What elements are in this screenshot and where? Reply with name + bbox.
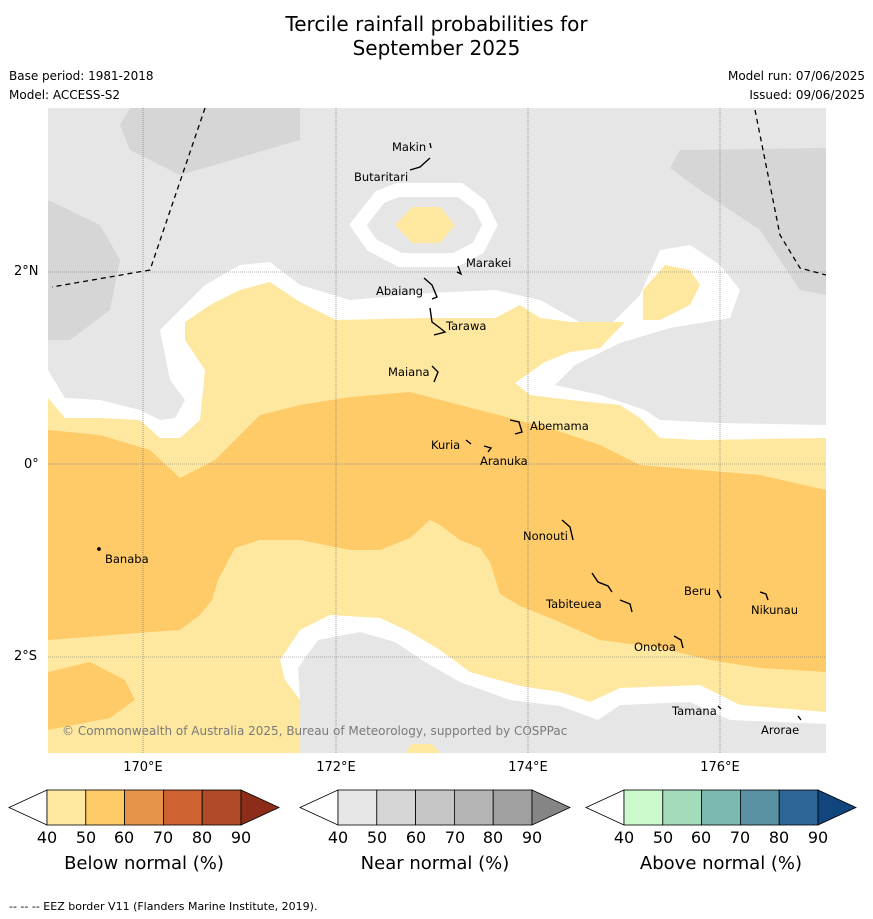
place-labels: Makin Butaritari Marakei Abaiang Tarawa … [105,140,799,737]
colorbar-tick: 90 [807,828,829,847]
near-normal-south [298,632,826,753]
place-label: Nikunau [751,603,798,617]
below-normal-50-60 [48,392,826,672]
below-normal-40-50-south [405,744,440,753]
place-label: Kuria [431,438,460,452]
lat-label-equator: 0° [24,457,39,472]
colorbar-tick: 60 [690,828,712,847]
meta-right: Model run: 07/06/2025 Issued: 09/06/2025 [728,69,865,107]
colorbar-segment [124,789,164,826]
colorbar-segment [701,789,741,826]
eez-legend-footer: -- -- -- EEZ border V11 (Flanders Marine… [9,900,318,913]
title-line-2: September 2025 [352,36,521,60]
near-normal-patch-3 [670,148,826,295]
colorbar-segment [662,789,702,826]
place-label: Abemama [530,419,589,433]
colorbar-tick: 60 [405,828,427,847]
colorbar-segment [778,789,819,826]
colorbar-segment [453,789,494,826]
place-label: Tabiteuea [545,597,602,611]
colorbar-tick: 50 [75,828,97,847]
colorbar-segment [415,789,455,826]
model-run: Model run: 07/06/2025 [727,69,865,83]
map-area: Makin Butaritari Marakei Abaiang Tarawa … [48,108,826,753]
colorbar-segment [740,789,780,826]
colorbar-title-below: Below normal (%) [64,853,224,874]
colorbar-extend-high [240,789,280,826]
map-title: Tercile rainfall probabilities for Septe… [0,12,873,60]
below-normal-40-50-north [395,207,455,243]
colorbar-tick: 80 [482,828,504,847]
place-label: Aranuka [480,454,528,468]
probability-map: Makin Butaritari Marakei Abaiang Tarawa … [8,108,857,826]
below-normal-50-60-southwest [48,662,135,730]
lat-label-2s: 2°S [14,649,38,664]
colorbar-tick: 70 [152,828,174,847]
colorbar-tick: 40 [36,828,58,847]
near-normal-patch-1 [120,108,300,175]
colorbar-extend-low [585,789,625,826]
colorbar-tick: 50 [652,828,674,847]
colorbar-below-normal [8,789,280,826]
colorbar-tick: 90 [521,828,543,847]
colorbar-tick: 70 [729,828,751,847]
copyright-notice: © Commonwealth of Australia 2025, Bureau… [62,724,568,738]
lon-label-172e: 172°E [316,760,356,775]
place-label: Tamana [671,704,717,718]
model-name: Model: ACCESS-S2 [9,88,121,102]
place-label: Beru [684,584,711,598]
place-label: Banaba [105,552,149,566]
base-period: Base period: 1981-2018 [9,69,154,83]
colorbar-segment [492,789,533,826]
colorbar-segment [162,789,203,826]
place-label: Onotoa [634,640,676,654]
place-label: Makin [392,140,426,154]
gridlines [48,108,826,753]
place-label: Maiana [388,365,430,379]
colorbar-tick: 40 [327,828,349,847]
colorbar-tick: 90 [230,828,252,847]
place-label: Marakei [466,256,511,270]
colorbar-above-normal [585,789,857,826]
title-line-1: Tercile rainfall probabilities for [285,12,588,36]
north-blob-rim [349,183,498,267]
colorbar-near-normal [299,789,571,826]
place-label: Tarawa [445,319,486,333]
place-label: Abaiang [376,284,423,298]
place-label: Arorae [761,723,799,737]
meta-left: Base period: 1981-2018 Model: ACCESS-S2 [9,69,154,107]
colorbar-segment [201,789,242,826]
colorbar-segment [623,789,664,826]
lat-label-2n: 2°N [14,264,39,279]
colorbar-extend-high [531,789,571,826]
colorbar-title-above: Above normal (%) [639,853,803,874]
below-normal-40-50-east [643,265,700,320]
colorbar-segment [337,789,378,826]
colorbar-tick: 60 [113,828,135,847]
colorbar-tick: 70 [444,828,466,847]
colorbars [8,789,857,826]
colorbar-segment [46,789,87,826]
islands [97,142,802,721]
colorbar-title-near: Near normal (%) [360,853,510,874]
eez-border [51,108,826,288]
place-label: Butaritari [354,170,408,184]
issued-date: Issued: 09/06/2025 [749,88,865,102]
place-label: Nonouti [523,529,568,543]
colorbar-tick: 50 [366,828,388,847]
colorbar-tick: 40 [613,828,635,847]
colorbar-segment [85,789,126,826]
colorbar-segment [376,789,416,826]
near-normal-patch-2 [48,200,120,340]
colorbar-extend-low [8,789,48,826]
colorbar-tick: 80 [191,828,213,847]
lon-label-176e: 176°E [700,760,740,775]
lon-label-174e: 174°E [508,760,548,775]
colorbar-extend-low [299,789,339,826]
colorbar-tick: 80 [768,828,790,847]
colorbar-extend-high [817,789,857,826]
lon-label-170e: 170°E [123,760,163,775]
